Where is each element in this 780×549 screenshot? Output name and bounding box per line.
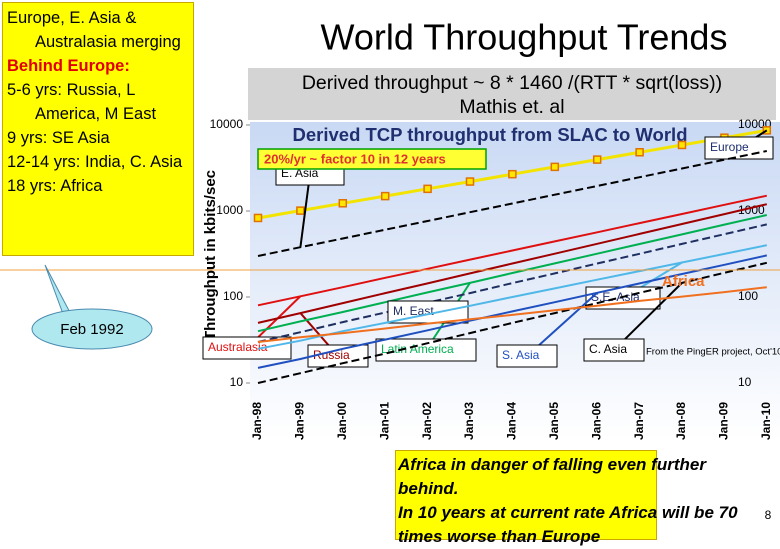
note-line: Africa in danger of falling even further… (398, 453, 758, 501)
data-point (339, 200, 346, 207)
x-tick-label: Jan-06 (589, 402, 603, 440)
data-point (594, 156, 601, 163)
legend-label: C. Asia (589, 342, 627, 356)
data-point (551, 163, 558, 170)
y-tick-label: 10 (230, 375, 244, 389)
y-tick-label: 100 (223, 289, 243, 303)
annotation: From the PingER project, Oct'10 (646, 347, 780, 358)
summary-heading: Behind Europe: (7, 54, 189, 78)
legend-label: S. Asia (502, 348, 540, 362)
y-tick-label-right: 10 (738, 375, 752, 389)
summary-item: 9 yrs: SE Asia (7, 126, 189, 150)
data-point (467, 178, 474, 185)
x-tick-label: Jan-98 (250, 402, 264, 440)
note-line: In 10 years at current rate Africa will … (398, 501, 758, 549)
data-point (255, 214, 262, 221)
data-point (382, 193, 389, 200)
data-point (509, 171, 516, 178)
data-point (424, 185, 431, 192)
summary-item: 12-14 yrs: India, C. Asia (7, 150, 189, 174)
data-point (636, 149, 643, 156)
summary-box: Europe, E. Asia & Australasia merging Be… (2, 2, 194, 256)
x-tick-label: Jan-08 (674, 402, 688, 440)
x-tick-label: Jan-05 (547, 402, 561, 440)
x-tick-label: Jan-99 (293, 402, 307, 440)
x-tick-label: Jan-09 (717, 402, 731, 440)
summary-item: 18 yrs: Africa (7, 174, 189, 198)
data-point (679, 141, 686, 148)
annotation: 20%/yr ~ factor 10 in 12 years (264, 151, 446, 166)
page-number: 8 (765, 508, 772, 522)
subtitle-line: Mathis et. al (459, 96, 564, 118)
x-tick-label: Jan-03 (462, 402, 476, 440)
summary-item: 5-6 yrs: Russia, L America, M East (7, 78, 189, 126)
x-tick-label: Jan-02 (420, 402, 434, 440)
legend-label: Latin America (381, 342, 454, 356)
summary-line: Europe, E. Asia & Australasia merging (7, 6, 189, 54)
x-tick-label: Jan-10 (759, 402, 773, 440)
y-tick-label: 1000 (216, 203, 243, 217)
slide-title: World Throughput Trends (321, 17, 728, 58)
y-tick-label: 10000 (210, 117, 244, 131)
legend-label: Africa (662, 273, 705, 290)
x-tick-label: Jan-04 (505, 402, 519, 440)
subtitle-line: Derived throughput ~ 8 * 1460 /(RTT * sq… (302, 72, 722, 94)
x-tick-label: Jan-01 (377, 402, 391, 440)
x-tick-label: Jan-07 (632, 402, 646, 440)
x-tick-label: Jan-00 (335, 402, 349, 440)
legend-label: M. East (393, 304, 434, 318)
note: Africa in danger of falling even further… (398, 453, 758, 549)
callout-text: Feb 1992 (60, 321, 123, 338)
chart-title: Derived TCP throughput from SLAC to Worl… (293, 124, 688, 145)
y-tick-label-right: 100 (738, 289, 758, 303)
data-point (297, 207, 304, 214)
y-axis-label: Throughput in kbits/sec (202, 170, 219, 340)
legend-label: Europe (710, 140, 749, 154)
